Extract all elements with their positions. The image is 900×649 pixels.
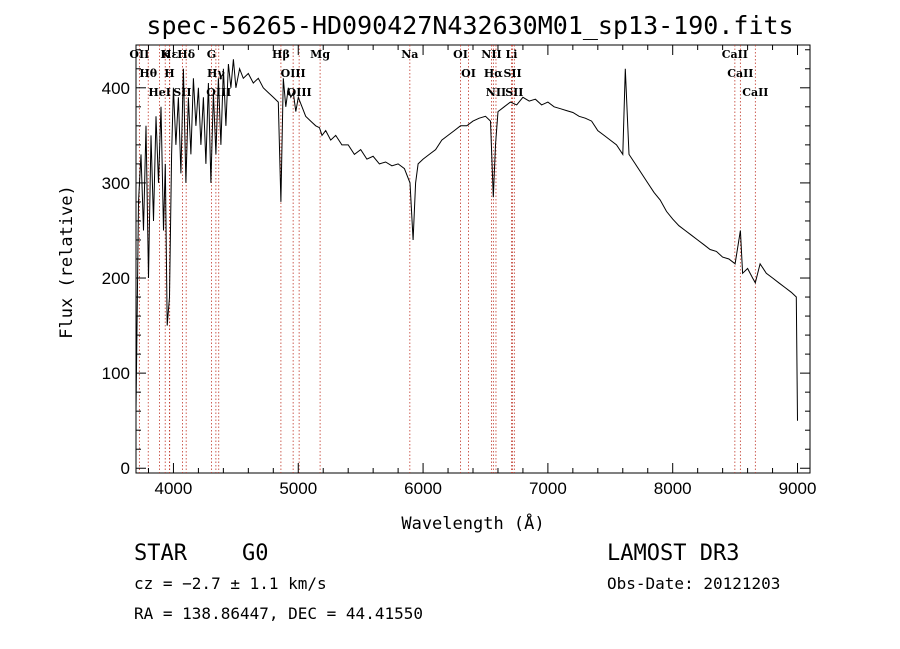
spectral-line-markers [138, 45, 756, 473]
line-label-oi: OI [453, 48, 468, 61]
observation-date: Obs-Date: 20121203 [607, 574, 780, 593]
y-tick-label: 400 [102, 79, 130, 98]
line-label-hγ: Hγ [207, 67, 225, 80]
line-label-hθ: Hθ [139, 67, 157, 80]
x-tick-label: 9000 [779, 479, 817, 498]
chart-title: spec-56265-HD090427N432630M01_sp13-190.f… [146, 11, 793, 40]
line-label-caii: CaII [742, 86, 768, 99]
line-label-caii: CaII [727, 67, 753, 80]
survey-name: LAMOST DR3 [607, 541, 739, 566]
x-tick-label: 4000 [155, 479, 193, 498]
plot-frame [135, 44, 811, 474]
y-tick-label: 0 [121, 459, 130, 478]
object-class: STAR [134, 541, 188, 566]
line-label-nii: NII [486, 86, 506, 99]
x-tick-label: 7000 [529, 479, 567, 498]
line-label-mg: Mg [310, 48, 330, 61]
line-label-hε: Hε [161, 48, 178, 61]
line-label-li: Li [505, 48, 517, 61]
y-tick-label: 300 [102, 174, 130, 193]
line-label-hα: Hα [484, 67, 503, 80]
x-axis-ticks: 4000 5000 6000 7000 8000 9000 [147, 45, 817, 498]
redshift-velocity: cz = −2.7 ± 1.1 km/s [134, 574, 327, 593]
x-axis-label: Wavelength (Å) [401, 512, 544, 534]
spectrum-line [135, 59, 798, 421]
line-label-oii: OII [129, 48, 149, 61]
line-label-oiii: OIII [287, 86, 312, 99]
y-axis-label: Flux (relative) [57, 185, 77, 339]
line-label-nii: NII [481, 48, 501, 61]
x-tick-label: 6000 [404, 479, 442, 498]
line-label-h: H [164, 67, 174, 80]
object-subclass: G0 [242, 541, 269, 566]
line-label-sii: SII [505, 86, 523, 99]
line-label-hei: HeI [148, 86, 171, 99]
y-tick-label: 100 [102, 364, 130, 383]
line-label-oi: OI [461, 67, 476, 80]
y-tick-label: 200 [102, 269, 130, 288]
x-tick-label: 5000 [279, 479, 317, 498]
x-tick-label: 8000 [654, 479, 692, 498]
line-label-oiii: OIII [281, 67, 306, 80]
coordinates: RA = 138.86447, DEC = 44.41550 [134, 604, 423, 623]
line-label-k: K [160, 48, 170, 61]
line-label-g: G [207, 48, 216, 61]
line-label-hδ: Hδ [177, 48, 195, 61]
y-axis-ticks: 0 100 200 300 400 [102, 49, 810, 478]
line-label-na: Na [401, 48, 418, 61]
line-label-caii: CaII [722, 48, 748, 61]
line-label-hβ: Hβ [272, 48, 290, 61]
line-label-sii: SII [503, 67, 521, 80]
